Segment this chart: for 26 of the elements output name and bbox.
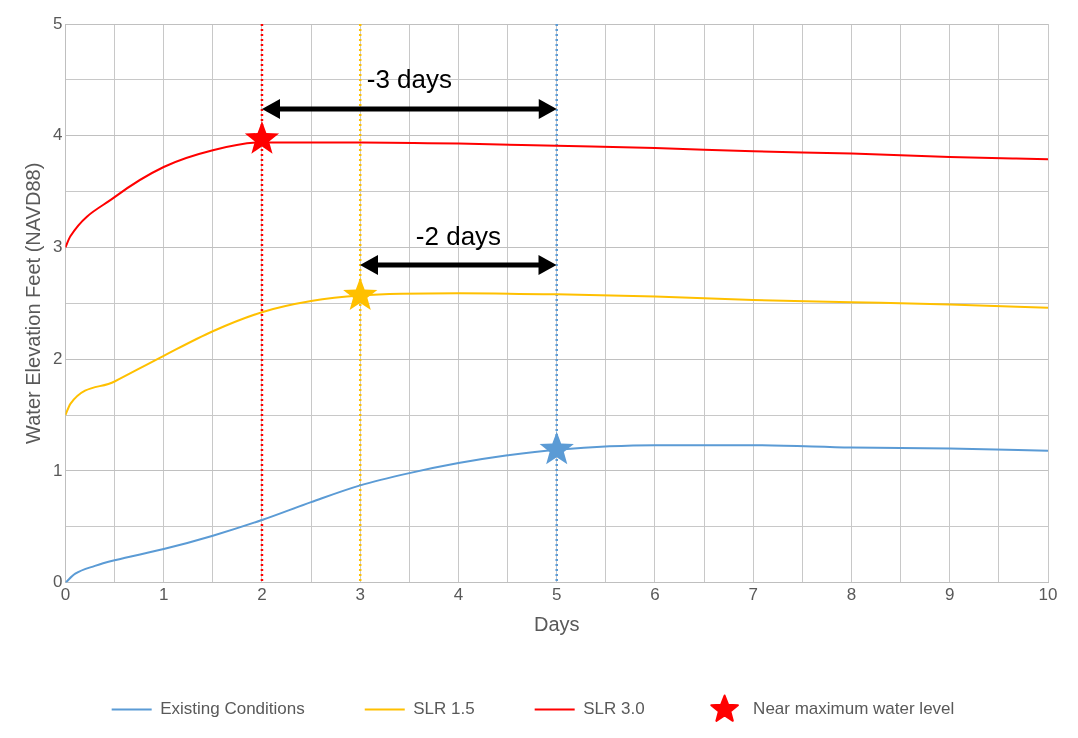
point (343, 277, 378, 311)
y-tick-label: 4 (52, 125, 63, 145)
y-axis-title: Water Elevation Feet (NAVD88) (21, 162, 44, 444)
x-tick-label: 3 (355, 585, 365, 605)
legend-label: SLR 3.0 (583, 699, 645, 719)
x-tick-label: 1 (158, 585, 169, 605)
y-tick-label: 3 (52, 237, 63, 257)
legend-label: SLR 1.5 (413, 699, 475, 719)
point (244, 121, 280, 154)
x-tick-label: 2 (257, 585, 267, 605)
x-tick-label: 5 (551, 585, 562, 605)
annotation: -3 days (366, 64, 452, 95)
y-tick-label: 1 (52, 460, 63, 480)
x-tick-label: 6 (650, 585, 660, 605)
legend-label: Near maximum water level (753, 699, 955, 719)
annotation: -2 days (415, 220, 502, 251)
x-tick-label: 9 (945, 585, 955, 605)
y-tick-label: 5 (52, 13, 63, 33)
point (539, 431, 574, 465)
x-tick-label: 4 (453, 585, 464, 605)
legend-label: Existing Conditions (160, 699, 305, 719)
x-axis-title: Days (533, 612, 580, 635)
x-tick-label: 7 (748, 585, 758, 605)
x-tick-label: 10 (1038, 585, 1058, 605)
y-tick-label: 2 (52, 348, 63, 368)
x-tick-label: 8 (846, 585, 857, 605)
